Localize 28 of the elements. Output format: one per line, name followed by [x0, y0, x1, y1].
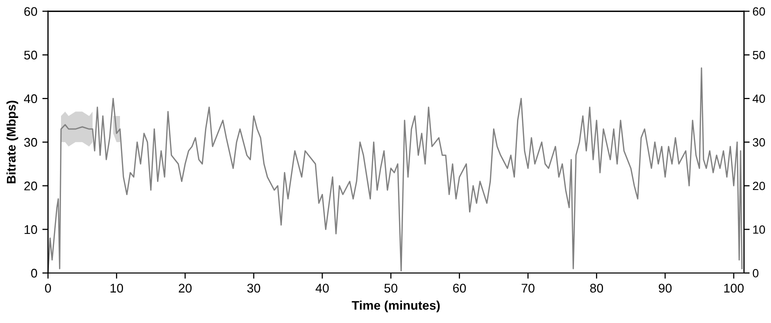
y-tick-label: 10: [24, 225, 38, 234]
y2-tick-label: 10: [753, 225, 766, 234]
x-tick-label: 10: [110, 284, 124, 293]
y2-tick-label: 60: [752, 7, 766, 16]
line-series: [48, 67, 743, 273]
x-tick-label: 80: [590, 284, 604, 293]
y-tick-label: 60: [24, 7, 38, 16]
x-tick-label: 70: [522, 284, 534, 293]
y-tick-label: 20: [24, 182, 38, 190]
x-tick-label: 0: [45, 284, 51, 293]
x-tick-label: 40: [316, 284, 329, 293]
y2-tick-label: 20: [752, 182, 766, 190]
y2-tick-label: 0: [752, 269, 758, 278]
y-tick-label: 40: [24, 94, 38, 104]
x-axis-title: Time (minutes): [352, 300, 440, 312]
y2-tick-label: 50: [752, 50, 766, 60]
x-tick-label: 30: [247, 284, 260, 293]
y2-tick-label: 40: [752, 94, 766, 103]
y-tick-label: 50: [24, 50, 38, 60]
y-tick-label: 0: [31, 268, 38, 278]
y-tick-label: 30: [24, 138, 38, 147]
x-tick-label: 100: [724, 284, 744, 293]
y-axis-title: Bitrate (Mbps): [6, 100, 18, 184]
y2-tick-label: 30: [752, 138, 766, 147]
x-tick-label: 20: [178, 284, 192, 293]
x-tick-label: 50: [384, 284, 398, 293]
x-tick-label: 60: [453, 284, 466, 293]
x-tick-label: 90: [658, 284, 672, 293]
